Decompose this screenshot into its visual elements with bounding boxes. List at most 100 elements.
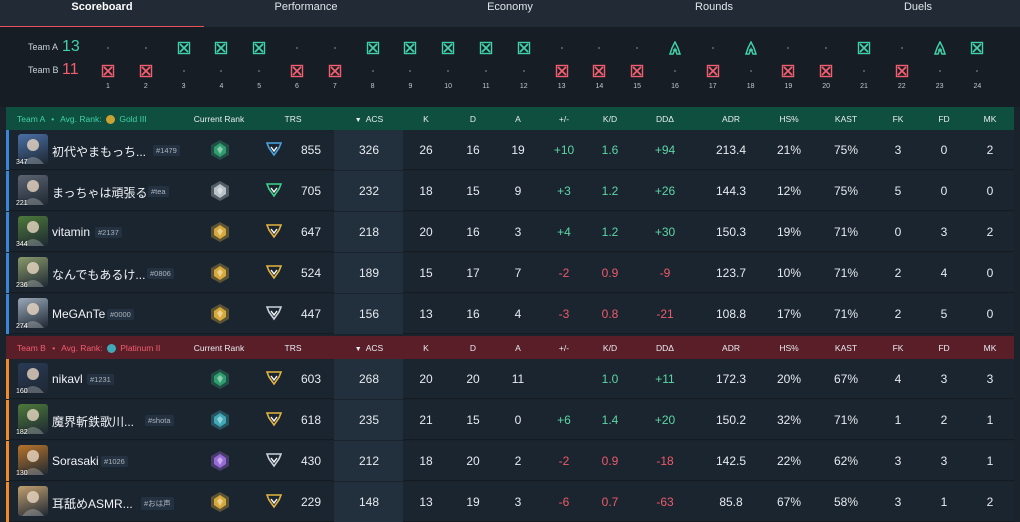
player-row[interactable]: 130 Sorasaki #1026 430 212 18 20 2 -2 0.9 -18 142.5…	[6, 441, 1014, 481]
column-header-a[interactable]: A	[515, 114, 521, 124]
column-header-acs[interactable]: ▼ ACS	[354, 343, 384, 353]
column-header-adr[interactable]: ADR	[722, 343, 740, 353]
tab-duels[interactable]: Duels	[903, 1, 933, 13]
column-header-fk[interactable]: FK	[892, 343, 904, 353]
player-row[interactable]: 236 なんでもあるけ... #0806 524 189 15 17 7 -2 0.9 -9 123.…	[6, 253, 1014, 293]
elimination-icon	[970, 41, 984, 55]
player-row[interactable]: 221 まっちゃは頑張る #tea 705 232 18 15 9 +3 1.2 +26 144.3 1…	[6, 171, 1014, 211]
empty-round-dot	[182, 70, 185, 72]
stat-fk: 4	[894, 372, 902, 386]
column-header-trs[interactable]: TRS	[284, 114, 302, 124]
column-header-kast[interactable]: KAST	[834, 343, 858, 353]
round-number: 19	[784, 83, 793, 90]
team-b-label: Team B	[28, 65, 59, 75]
tab-rounds[interactable]: Rounds	[695, 1, 733, 13]
round-number: 5	[257, 83, 262, 90]
stat-pm: +10	[553, 143, 575, 157]
column-header-hs[interactable]: HS%	[779, 114, 799, 124]
column-header-trs[interactable]: TRS	[284, 343, 302, 353]
column-header-d[interactable]: D	[469, 114, 477, 124]
stat-kd: 1.2	[601, 184, 619, 198]
round-number: 13	[557, 83, 566, 90]
tab-performance[interactable]: Performance	[274, 1, 338, 13]
agent-avatar	[18, 216, 48, 246]
account-level: 236	[16, 282, 28, 289]
player-row[interactable]: 274 MeGAnTe #0000 447 156 13 16 4 -3 0.8 -21 108.8 1…	[6, 294, 1014, 334]
empty-round-dot	[144, 47, 147, 49]
player-name[interactable]: まっちゃは頑張る	[52, 186, 148, 200]
round-number: 20	[822, 83, 831, 90]
column-header-hs[interactable]: HS%	[779, 343, 799, 353]
column-header-kd[interactable]: K/D	[602, 343, 618, 353]
stat-kd: 1.4	[601, 413, 619, 427]
agent-avatar	[18, 175, 48, 205]
team-color-bar	[6, 400, 9, 440]
column-header-k[interactable]: K	[423, 343, 429, 353]
elimination-icon	[857, 41, 871, 55]
stat-dd: +30	[654, 225, 676, 239]
column-header-kast[interactable]: KAST	[834, 114, 858, 124]
round-number: 1	[106, 83, 110, 90]
column-header-k[interactable]: K	[423, 114, 429, 124]
player-name[interactable]: MeGAnTe	[52, 307, 106, 321]
account-level: 182	[16, 429, 28, 436]
column-header-dd[interactable]: DDΔ	[656, 343, 674, 353]
avg-rank-value: Platinum II	[120, 343, 161, 353]
stat-hs: 32%	[776, 413, 802, 427]
column-header-mk[interactable]: MK	[983, 343, 997, 353]
column-header-plusminus[interactable]: +/-	[558, 114, 570, 124]
column-header-acs[interactable]: ▼ ACS	[354, 114, 384, 124]
elimination-icon	[366, 41, 380, 55]
team-b-score: 11	[62, 61, 79, 78]
column-header-plusminus[interactable]: +/-	[558, 343, 570, 353]
column-header-dd[interactable]: DDΔ	[656, 114, 674, 124]
account-level: 130	[16, 470, 28, 477]
empty-round-dot	[107, 47, 109, 49]
column-header-fk[interactable]: FK	[892, 114, 904, 124]
column-header-adr[interactable]: ADR	[722, 114, 740, 124]
agent-avatar	[18, 404, 48, 434]
gold-rank-icon	[210, 303, 230, 325]
diamond-rank-icon	[210, 450, 230, 472]
player-row[interactable]: 347 初代やまもっち... #1479 855 326 26 16 19 +10 1.6 +94 2…	[6, 130, 1014, 170]
stat-fk: 2	[894, 307, 902, 321]
player-name[interactable]: 魔界斬鉄歌川...	[52, 415, 135, 429]
stat-adr: 150.3	[715, 225, 747, 239]
player-row[interactable]: 182 魔界斬鉄歌川... #shota 618 235 21 15 0 +6 1.4 +20 150…	[6, 400, 1014, 440]
column-header-kd[interactable]: K/D	[602, 114, 618, 124]
column-header-fd[interactable]: FD	[938, 343, 950, 353]
player-name[interactable]: nikavl	[52, 372, 83, 386]
player-name[interactable]: なんでもあるけ...	[52, 268, 146, 282]
stat-mk: 2	[986, 495, 994, 509]
stat-mk: 1	[986, 413, 994, 427]
player-name[interactable]: vitamin	[52, 225, 91, 239]
tab-economy[interactable]: Economy	[487, 1, 533, 13]
round-number: 2	[143, 83, 148, 90]
column-header-current_rank[interactable]: Current Rank	[193, 343, 245, 353]
elimination-icon	[290, 64, 304, 78]
player-row[interactable]: 160 nikavl #1231 603 268 20 20 11 1.0 +11 172.3 20%…	[6, 359, 1014, 399]
player-name[interactable]: Sorasaki	[52, 454, 99, 468]
account-level: 221	[16, 200, 28, 207]
column-header-mk[interactable]: MK	[983, 114, 997, 124]
column-header-fd[interactable]: FD	[938, 114, 950, 124]
column-header-a[interactable]: A	[515, 343, 521, 353]
stat-a: 3	[514, 495, 522, 509]
stat-adr: 85.8	[719, 495, 743, 509]
column-header-d[interactable]: D	[469, 343, 477, 353]
column-header-current_rank[interactable]: Current Rank	[193, 114, 245, 124]
empty-round-dot	[296, 47, 298, 49]
elimination-icon	[139, 64, 153, 78]
stat-d: 20	[466, 454, 480, 468]
stat-dd: -63	[656, 495, 674, 509]
player-row[interactable]: 344 vitamin #2137 647 218 20 16 3 +4 1.2 +30 150.3 1…	[6, 212, 1014, 252]
stat-kd: 0.7	[601, 495, 619, 509]
elimination-icon	[441, 41, 455, 55]
player-name[interactable]: 耳舐めASMR...	[52, 497, 133, 511]
tab-scoreboard[interactable]: Scoreboard	[0, 0, 204, 28]
elimination-icon	[819, 64, 833, 78]
platinum-rank-icon	[210, 409, 230, 431]
player-row[interactable]: 耳舐めASMR... #おは声 229 148 13 19 3 -6 0.7 -63 85.8 67%…	[6, 482, 1014, 522]
stat-k: 21	[419, 413, 433, 427]
player-name[interactable]: 初代やまもっち...	[52, 145, 147, 159]
